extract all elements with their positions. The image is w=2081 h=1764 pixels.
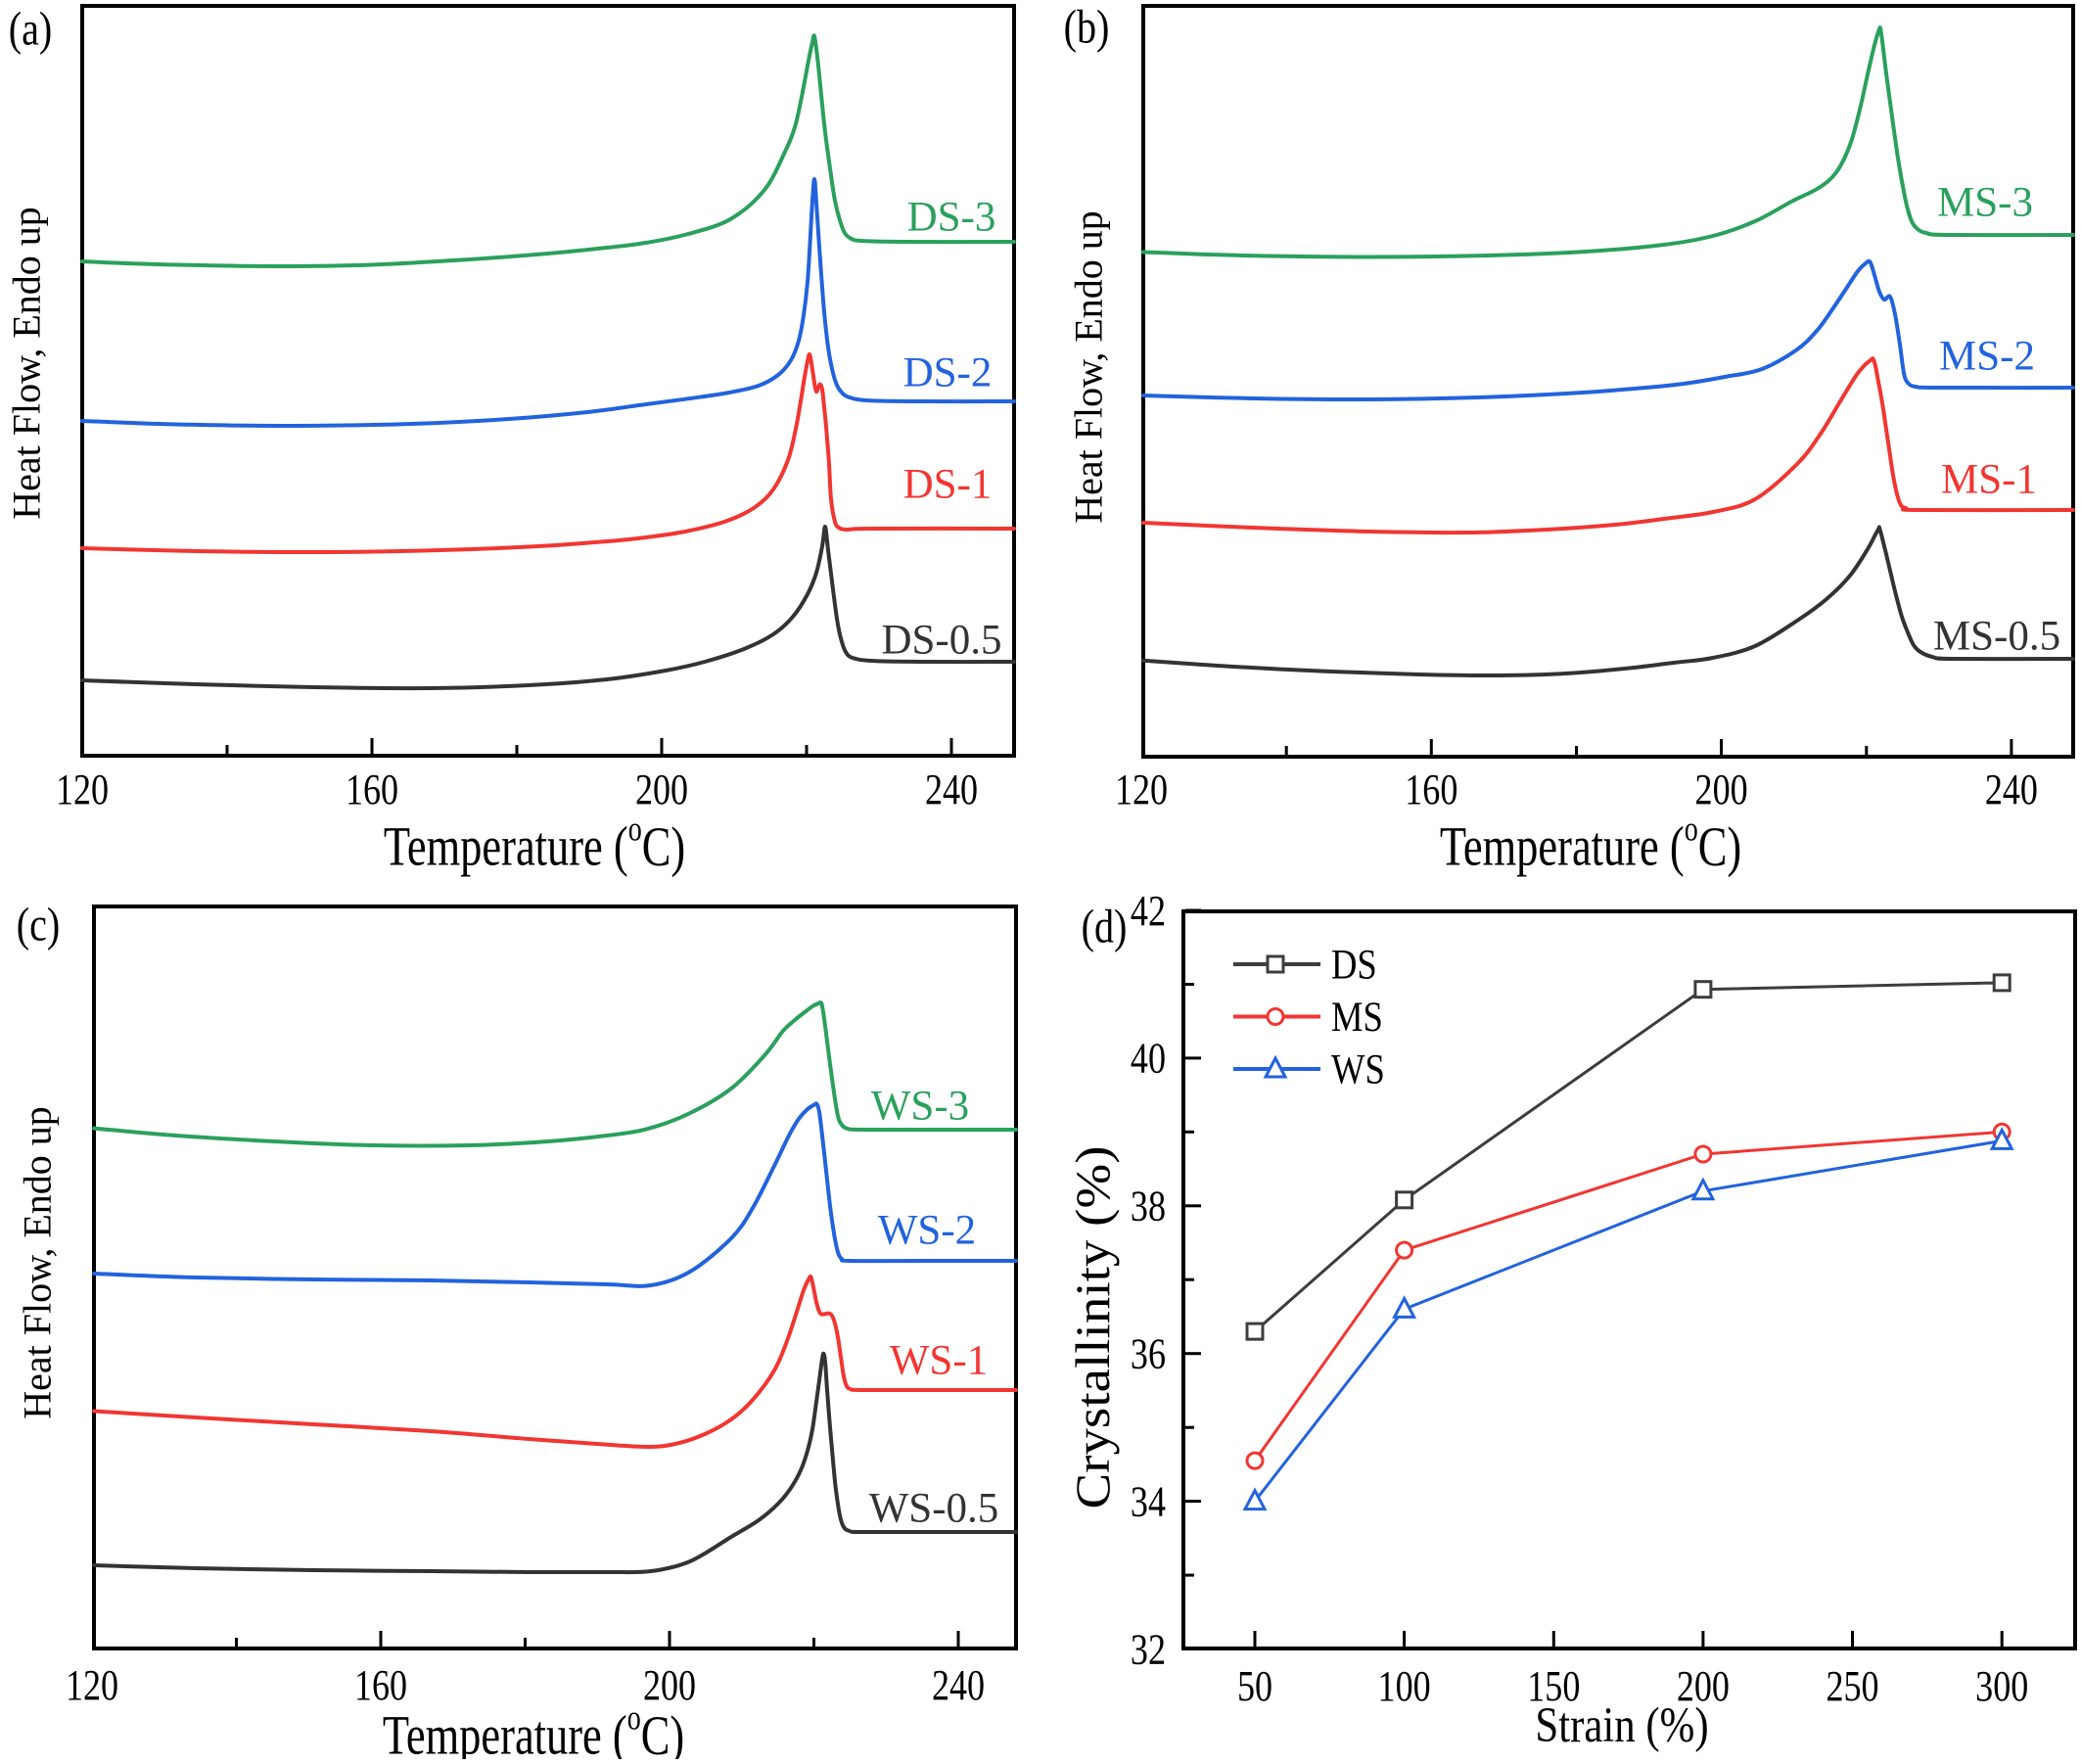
svg-text:MS-2: MS-2 — [1939, 334, 2035, 380]
svg-text:Strain (%): Strain (%) — [1535, 1698, 1708, 1753]
svg-text:100: 100 — [1378, 1661, 1431, 1709]
svg-text:WS-1: WS-1 — [890, 1338, 988, 1384]
svg-text:200: 200 — [1695, 765, 1748, 812]
svg-text:34: 34 — [1131, 1477, 1166, 1525]
svg-text:32: 32 — [1131, 1625, 1166, 1673]
svg-text:MS-3: MS-3 — [1937, 180, 2033, 226]
svg-text:240: 240 — [925, 765, 978, 812]
svg-text:250: 250 — [1826, 1661, 1878, 1709]
svg-text:(d): (d) — [1082, 900, 1128, 953]
svg-text:(a): (a) — [9, 2, 53, 56]
svg-text:300: 300 — [1975, 1661, 2028, 1709]
svg-text:200: 200 — [1677, 1661, 1730, 1709]
svg-text:(c): (c) — [17, 898, 61, 952]
svg-text:Crystallinity (%): Crystallinity (%) — [1066, 1145, 1120, 1509]
svg-text:Heat Flow, Endo up: Heat Flow, Endo up — [16, 1106, 60, 1419]
svg-text:50: 50 — [1237, 1661, 1272, 1709]
svg-text:120: 120 — [1115, 765, 1168, 812]
svg-text:DS-0.5: DS-0.5 — [881, 618, 1001, 664]
svg-text:42: 42 — [1131, 886, 1166, 934]
svg-text:DS: DS — [1331, 941, 1377, 988]
svg-text:WS-2: WS-2 — [878, 1208, 976, 1254]
svg-text:120: 120 — [56, 765, 109, 812]
svg-text:160: 160 — [1405, 765, 1457, 812]
svg-text:160: 160 — [346, 765, 398, 812]
svg-text:160: 160 — [354, 1660, 407, 1708]
svg-text:MS: MS — [1331, 993, 1383, 1040]
svg-text:DS-1: DS-1 — [903, 462, 993, 508]
svg-text:WS: WS — [1331, 1045, 1385, 1092]
svg-text:WS-0.5: WS-0.5 — [869, 1486, 999, 1532]
svg-text:DS-2: DS-2 — [903, 350, 993, 396]
svg-text:150: 150 — [1527, 1661, 1580, 1709]
svg-text:40: 40 — [1131, 1034, 1166, 1082]
svg-text:DS-3: DS-3 — [907, 195, 996, 241]
svg-text:200: 200 — [635, 765, 688, 812]
svg-text:MS-0.5: MS-0.5 — [1933, 614, 2060, 660]
svg-text:WS-3: WS-3 — [871, 1084, 969, 1130]
svg-text:Heat Flow, Endo up: Heat Flow, Endo up — [1067, 210, 1111, 524]
svg-text:MS-1: MS-1 — [1941, 457, 2037, 503]
svg-text:(b): (b) — [1064, 0, 1110, 53]
svg-text:240: 240 — [1985, 765, 2038, 812]
svg-text:36: 36 — [1131, 1329, 1166, 1377]
svg-text:240: 240 — [932, 1660, 985, 1708]
svg-text:200: 200 — [643, 1660, 696, 1708]
svg-text:Heat Flow, Endo up: Heat Flow, Endo up — [5, 207, 49, 520]
svg-text:38: 38 — [1131, 1182, 1166, 1230]
svg-text:120: 120 — [66, 1660, 118, 1708]
